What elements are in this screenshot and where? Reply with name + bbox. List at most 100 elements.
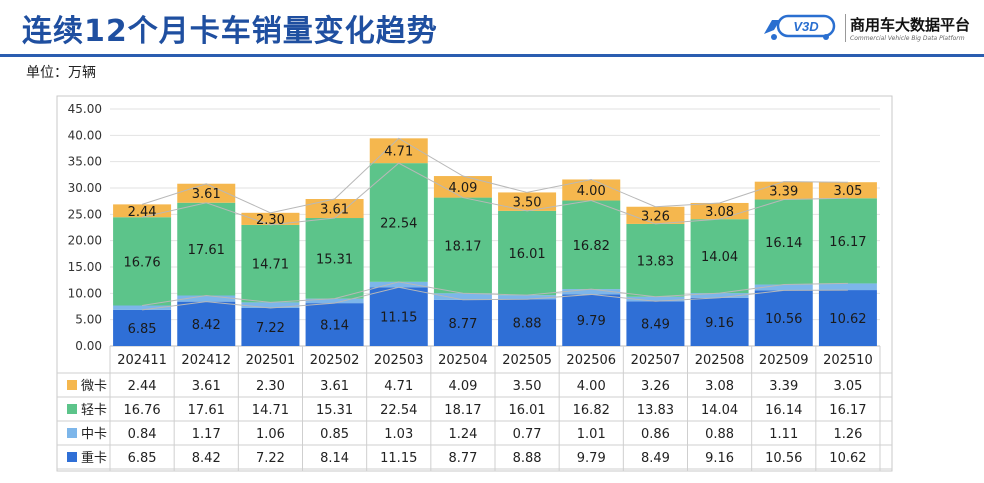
bar-segment — [818, 182, 877, 199]
x-tick-label: 202505 — [502, 353, 552, 368]
y-tick-label: 35.00 — [68, 155, 102, 169]
data-label: 8.42 — [192, 318, 221, 333]
table-cell: 7.22 — [256, 451, 285, 466]
x-tick-label: 202501 — [246, 353, 296, 368]
data-label: 8.49 — [641, 318, 670, 333]
table-cell: 0.84 — [128, 427, 157, 442]
bar-segment — [562, 179, 621, 201]
data-label: 14.71 — [252, 258, 289, 273]
table-cell: 11.15 — [380, 451, 417, 466]
table-cell: 4.71 — [384, 379, 413, 394]
data-label: 17.61 — [188, 243, 225, 258]
bar-segment — [690, 219, 749, 294]
data-label: 8.88 — [513, 317, 542, 332]
legend-swatch — [67, 404, 77, 414]
page-title: 连续12个月卡车销量变化趋势 — [22, 14, 438, 49]
data-label: 3.50 — [513, 196, 542, 211]
table-cell: 3.50 — [513, 379, 542, 394]
table-cell: 3.08 — [705, 379, 734, 394]
table-cell: 14.71 — [252, 403, 289, 418]
legend-swatch — [67, 428, 77, 438]
data-label: 16.14 — [765, 236, 802, 251]
data-label: 11.15 — [380, 311, 417, 326]
table-cell: 3.26 — [641, 379, 670, 394]
x-tick-label: 202502 — [310, 353, 360, 368]
chart-frame — [56, 95, 893, 472]
table-cell: 22.54 — [380, 403, 417, 418]
bar-segment — [177, 301, 236, 346]
data-label: 15.31 — [316, 252, 353, 267]
x-tick-label: 202507 — [631, 353, 681, 368]
x-tick-label: 202506 — [566, 353, 616, 368]
table-cell: 13.83 — [637, 403, 674, 418]
logo-separator — [845, 14, 846, 42]
table-cell: 8.49 — [641, 451, 670, 466]
legend-swatch — [67, 380, 77, 390]
title-rule — [0, 54, 984, 57]
bar-segment — [433, 197, 492, 294]
bar-segment — [433, 299, 492, 346]
data-label: 8.77 — [448, 317, 477, 332]
bar-segment — [369, 138, 428, 164]
bar-segment — [241, 302, 300, 308]
table-cell: 0.88 — [705, 427, 734, 442]
table-cell: 8.77 — [448, 451, 477, 466]
table-cell: 8.42 — [192, 451, 221, 466]
data-label: 18.17 — [444, 239, 481, 254]
data-label: 10.56 — [765, 312, 802, 327]
data-label: 4.71 — [384, 145, 413, 160]
truck-logo-icon: V3D — [764, 14, 836, 40]
x-tick-label: 202503 — [374, 353, 424, 368]
x-tick-label: 202509 — [759, 353, 809, 368]
data-label: 16.82 — [573, 239, 610, 254]
y-tick-label: 40.00 — [68, 128, 102, 142]
table-cell: 10.56 — [765, 451, 802, 466]
logo-badge-text: V3D — [793, 19, 819, 34]
bar-segment — [433, 293, 492, 300]
y-tick-label: 25.00 — [68, 207, 102, 221]
data-label: 3.08 — [705, 205, 734, 220]
bar-segment — [626, 206, 685, 224]
bar-segment — [626, 223, 685, 297]
bar-segment — [498, 299, 557, 346]
x-tick-label: 202412 — [181, 353, 231, 368]
data-label: 3.61 — [192, 187, 221, 202]
bar-segment — [818, 283, 877, 291]
data-label: 22.54 — [380, 216, 417, 231]
y-tick-label: 30.00 — [68, 181, 102, 195]
x-tick-label: 202510 — [823, 353, 873, 368]
table-cell: 10.62 — [829, 451, 866, 466]
y-tick-label: 10.00 — [68, 286, 102, 300]
series-line-medium — [142, 281, 848, 306]
table-cell: 1.26 — [833, 427, 862, 442]
table-cell: 6.85 — [128, 451, 157, 466]
table-cell: 0.85 — [320, 427, 349, 442]
bar-segment — [369, 163, 428, 282]
bar-segment — [241, 307, 300, 346]
table-cell: 8.14 — [320, 451, 349, 466]
table-cell: 9.16 — [705, 451, 734, 466]
bar-segment — [818, 198, 877, 284]
series-line-light — [141, 162, 848, 226]
logo-name: 商用车大数据平台 — [850, 16, 971, 34]
bar-segment — [369, 281, 428, 288]
table-cell: 16.76 — [123, 403, 160, 418]
bar-segment — [498, 210, 557, 296]
data-label: 16.76 — [123, 255, 160, 270]
data-label: 9.16 — [705, 316, 734, 331]
table-cell: 8.88 — [513, 451, 542, 466]
legend-swatch — [67, 452, 77, 462]
table-cell: 17.61 — [188, 403, 225, 418]
bar-segment — [113, 305, 172, 310]
y-tick-label: 5.00 — [75, 313, 102, 327]
bar-segment — [818, 290, 877, 346]
table-cell: 16.01 — [508, 403, 545, 418]
unit-label: 单位：万辆 — [26, 65, 96, 81]
data-label: 4.00 — [577, 184, 606, 199]
x-tick-label: 202504 — [438, 353, 488, 368]
bar-segment — [690, 293, 749, 298]
table-cell: 18.17 — [444, 403, 481, 418]
bar-segment — [305, 218, 364, 299]
bar-segment — [305, 298, 364, 304]
